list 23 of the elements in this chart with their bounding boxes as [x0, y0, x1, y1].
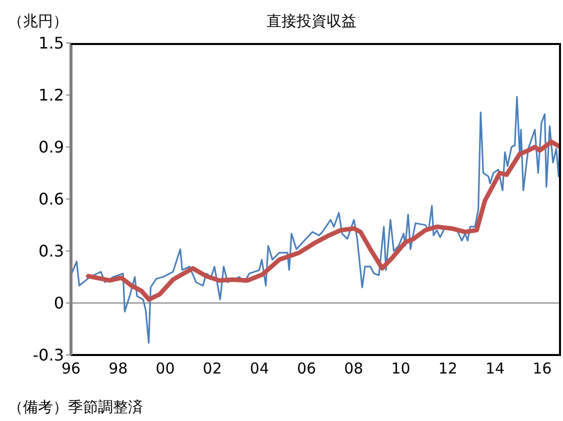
- text: （備考）季節調整済: [8, 398, 143, 417]
- x-tick-label: 14: [485, 360, 505, 378]
- y-tick-label: 0.9: [38, 138, 64, 157]
- y-axis-title: （兆円）: [8, 12, 68, 31]
- x-tick-label: 00: [156, 360, 175, 378]
- x-tick-label: 08: [344, 360, 364, 378]
- y-tick-label: 0: [54, 294, 64, 313]
- x-tick-label: 98: [108, 360, 128, 378]
- x-tick-label: 04: [250, 360, 270, 378]
- line-series: [71, 96, 561, 344]
- x-tick-label: 02: [202, 360, 222, 378]
- y-tick-label: 0.6: [38, 190, 64, 209]
- line-series: [86, 140, 561, 302]
- x-tick-label: 10: [391, 360, 410, 378]
- chart-title: 直接投資収益: [266, 12, 356, 30]
- x-tick-label: 12: [438, 360, 458, 378]
- y-tick-label: -0.3: [32, 346, 64, 365]
- x-tick-label: 16: [532, 360, 552, 378]
- y-tick-label: 1.2: [38, 86, 64, 105]
- y-tick-label: 0.3: [38, 242, 64, 261]
- y-tick-label: 1.5: [38, 34, 64, 53]
- x-tick-label: 96: [61, 360, 81, 378]
- x-tick-label: 06: [297, 360, 316, 378]
